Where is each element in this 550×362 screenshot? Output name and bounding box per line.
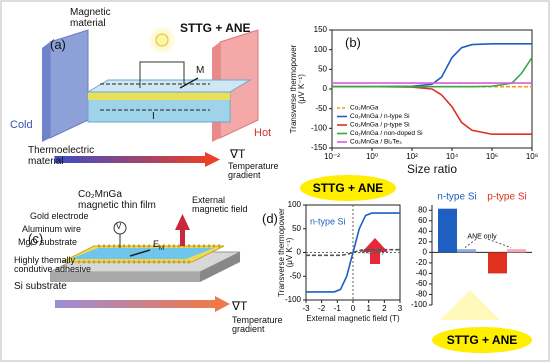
y-tick-label: -100: [411, 300, 428, 309]
legend-label: Co₂MnGa / non-doped Si: [350, 130, 423, 137]
bar: [438, 208, 457, 253]
category-label: n-type Si: [437, 192, 476, 203]
panel-label: (a): [50, 37, 66, 52]
x-tick-label: 0: [351, 304, 356, 313]
bar: [507, 249, 526, 253]
y-tick-label: -150: [311, 143, 328, 152]
line: [332, 42, 532, 88]
y-tick-label: -60: [415, 279, 427, 288]
y-tick-label: 0: [423, 247, 428, 256]
diagram-label: MgO substrate: [18, 237, 78, 247]
diagram-label: EM: [153, 239, 165, 252]
diagram-label: Highly themally condutive adhesive: [14, 255, 92, 275]
panel-label: (c): [28, 231, 44, 246]
series-label: ANE only: [359, 250, 384, 256]
y-tick-label: -20: [415, 258, 427, 267]
diagram-label: Temperature gradient: [228, 161, 279, 181]
effect-label: STTG + ANE: [180, 21, 251, 35]
plot-frame: [331, 29, 533, 149]
line: [306, 212, 400, 293]
x-tick-label: 10²: [406, 152, 418, 161]
diagram-label: Cold: [10, 119, 33, 131]
y-tick-label: 80: [418, 205, 427, 214]
y-tick-label: 20: [418, 237, 427, 246]
x-tick-label: -1: [334, 304, 342, 313]
x-tick-label: -2: [318, 304, 326, 313]
annotation-arrow: [464, 238, 512, 249]
panel-d-decoration: [362, 238, 500, 320]
diagram-label: External magnetic field: [192, 195, 248, 215]
diagram-label: Thermoelectric material: [28, 145, 95, 167]
legend-label: Co₂MnGa / Bi₂Te₃: [350, 139, 402, 146]
diagram-label: M: [196, 65, 205, 76]
y-tick-label: -50: [289, 271, 301, 280]
legend-label: Co₂MnGa: [350, 105, 379, 112]
diagram-label: ∇T: [230, 147, 246, 161]
category-label: p-type Si: [487, 192, 526, 203]
x-tick-label: 10⁰: [366, 152, 378, 161]
diagram-label: Magnetic material: [70, 7, 111, 29]
legend-label: Co₂MnGa / n-type Si: [350, 113, 410, 120]
em-label: E: [153, 239, 160, 249]
line: [332, 57, 533, 88]
y-tick-label: 0: [323, 84, 328, 93]
y-tick-label: -80: [415, 290, 427, 299]
panel-label: (d): [262, 211, 278, 226]
legend-label: Co₂MnGa / p-type Si: [350, 122, 410, 129]
y-tick-label: -100: [311, 123, 328, 132]
y-tick-label: 0: [297, 248, 302, 257]
x-tick-label: 10⁸: [526, 152, 538, 161]
x-tick-label: 1: [366, 304, 371, 313]
y-tick-label: 100: [314, 45, 328, 54]
x-tick-label: 3: [398, 304, 403, 313]
diagram-label: Temperature gradient: [232, 315, 283, 335]
x-tick-label: 10⁻²: [324, 152, 340, 161]
y-tick-label: -50: [315, 104, 327, 113]
x-tick-label: 10⁴: [446, 152, 459, 161]
diagram-label: V: [116, 222, 122, 231]
x-tick-label: 10⁶: [486, 152, 498, 161]
panel-c-drawing: [49, 214, 241, 312]
x-tick-label: -3: [302, 304, 310, 313]
x-tick-label: 2: [382, 304, 387, 313]
y-tick-label: 50: [318, 64, 327, 73]
panel-label: (b): [345, 35, 361, 50]
x-axis-label: Size ratio: [406, 162, 458, 176]
x-axis-label: External magnetic field (T): [306, 314, 400, 323]
y-tick-label: 60: [418, 216, 427, 225]
y-tick-label: 150: [314, 25, 328, 34]
y-tick-label: 100: [288, 200, 302, 209]
y-tick-label: 50: [292, 224, 301, 233]
line: [306, 248, 400, 257]
y-axis-label: Transverse thermopower (μV K⁻¹): [277, 208, 295, 297]
diagram-label: Co₂MnGa magnetic thin film: [78, 189, 156, 211]
bar: [488, 252, 507, 274]
y-tick-label: -100: [285, 295, 302, 304]
series-label: n-type Si: [310, 216, 346, 226]
y-tick-label: -40: [415, 269, 427, 278]
diagram-label: Gold electrode: [30, 211, 89, 221]
diagram-label: ∇T: [232, 299, 248, 313]
y-tick-label: 40: [418, 226, 427, 235]
y-axis-label: Transverse thermopower (μV K⁻¹): [289, 44, 307, 134]
diagram-label: Hot: [254, 127, 272, 139]
bar: [457, 249, 476, 253]
callout: STTG + ANE: [300, 175, 396, 201]
em-subscript: M: [159, 245, 165, 252]
callout: STTG + ANE: [432, 327, 532, 353]
diagram-label: I: [152, 111, 155, 122]
panel-a-drawing: [42, 26, 259, 167]
diagram-label: Si substrate: [14, 281, 67, 292]
diagram-label: Aluminum wire: [22, 224, 82, 234]
series-label: ANE only: [467, 233, 497, 240]
